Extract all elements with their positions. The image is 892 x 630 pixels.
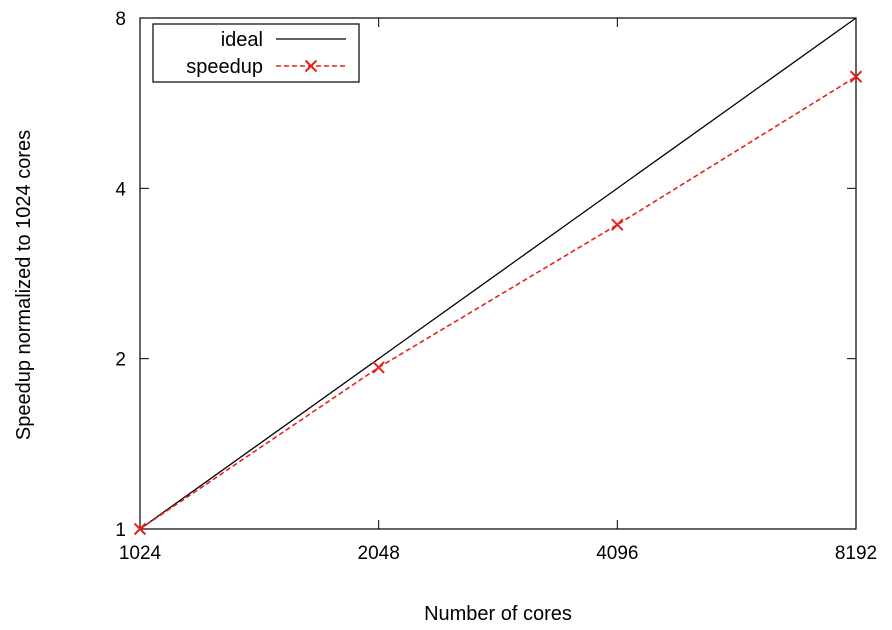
y-axis-title: Speedup normalized to 1024 cores — [13, 130, 35, 440]
marker-stroke — [849, 70, 863, 83]
plot-frame — [139, 17, 857, 530]
data-point-marker — [372, 361, 385, 374]
data-point-marker — [304, 59, 318, 73]
y-tick-label: 1 — [115, 520, 126, 541]
legend-label-speedup: speedup — [186, 56, 263, 78]
data-point-marker — [611, 218, 624, 231]
marker-stroke — [133, 522, 147, 536]
y-tick-label: 2 — [115, 350, 126, 371]
x-tick-label: 1024 — [119, 543, 162, 564]
marker-stroke — [304, 59, 318, 73]
x-axis-title: Number of cores — [424, 603, 572, 625]
axes: 1024 2048 4096 8192 1 2 4 8 — [115, 9, 877, 564]
legend-box — [152, 23, 360, 83]
x-tick-label: 8192 — [835, 543, 877, 564]
data-point-marker — [849, 70, 863, 83]
x-tick-label: 4096 — [596, 543, 638, 564]
y-tick-label: 8 — [115, 9, 126, 30]
x-tick-label: 2048 — [358, 543, 400, 564]
legend: ideal speedup — [152, 23, 360, 83]
plot-series — [133, 17, 863, 536]
legend-label-ideal: ideal — [221, 29, 263, 51]
data-point-marker — [133, 522, 147, 536]
series-line-speedup — [139, 76, 857, 530]
marker-stroke — [372, 361, 385, 374]
series-line-ideal — [139, 17, 857, 530]
y-tick-label: 4 — [115, 179, 126, 200]
marker-stroke — [611, 218, 624, 231]
